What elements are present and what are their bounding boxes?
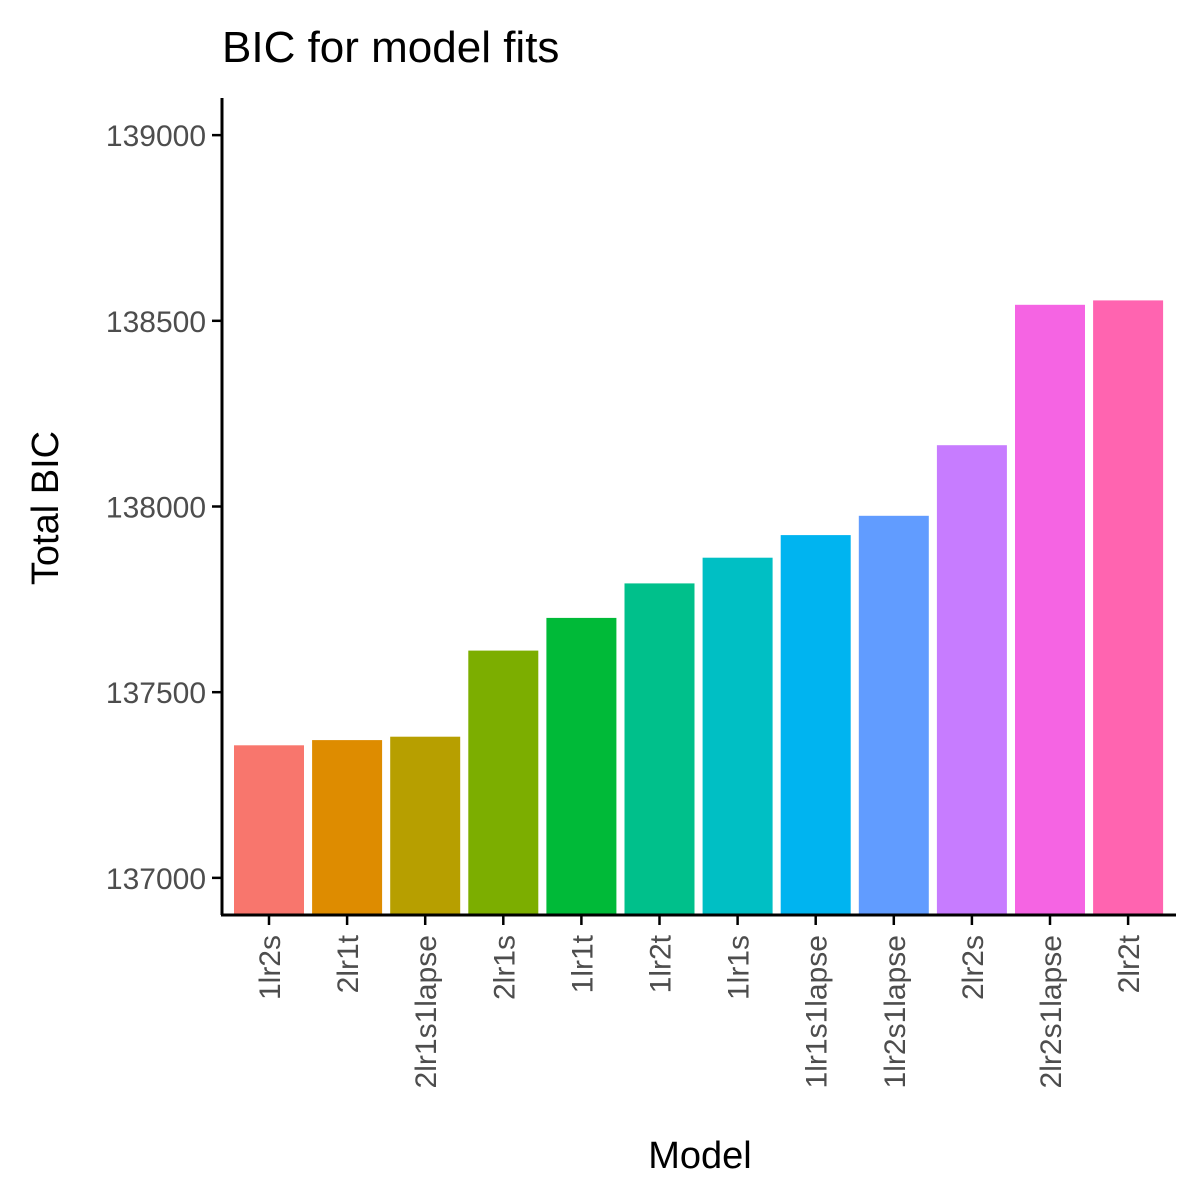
x-tick-label: 2lr1s1lapse <box>410 935 443 1088</box>
y-tick-label: 138000 <box>106 492 206 525</box>
x-tick-label: 2lr2s1lapse <box>1035 935 1068 1088</box>
y-tick-label: 139000 <box>106 120 206 153</box>
x-tick-label: 2lr1s <box>488 935 521 1000</box>
x-tick-label: 1lr1t <box>566 934 599 993</box>
bar-2lr1s <box>468 650 539 915</box>
bars-group <box>234 300 1164 915</box>
x-tick-label: 1lr2s <box>254 935 287 1000</box>
y-axis-title: Total BIC <box>25 431 67 585</box>
y-tick-label: 138500 <box>106 306 206 339</box>
y-tick-label: 137000 <box>106 863 206 896</box>
bar-1lr2t <box>624 583 695 915</box>
x-tick-label: 1lr1s <box>723 935 756 1000</box>
x-tick-label: 1lr2s1lapse <box>879 935 912 1088</box>
bar-2lr1s1lapse <box>390 736 461 915</box>
x-tick-label: 1lr2t <box>645 934 678 993</box>
x-tick-label: 1lr1s1lapse <box>801 935 834 1088</box>
x-tick-label: 2lr2s <box>957 935 990 1000</box>
x-tick-label: 2lr1t <box>332 934 365 993</box>
bar-1lr1t <box>546 617 617 915</box>
bar-2lr1t <box>312 740 383 915</box>
bar-2lr2s1lapse <box>1015 304 1085 915</box>
y-axis-ticks: 137000 137500 138000 138500 139000 <box>106 120 222 896</box>
bar-2lr2t <box>1093 300 1164 915</box>
chart-title: BIC for model fits <box>222 23 559 72</box>
bar-2lr2s <box>936 445 1007 915</box>
bar-1lr1s1lapse <box>780 535 851 915</box>
bar-1lr1s <box>702 557 773 915</box>
bar-1lr2s1lapse <box>858 515 929 915</box>
x-tick-label: 2lr2t <box>1113 934 1146 993</box>
bar-1lr2s <box>234 745 304 915</box>
x-axis-title: Model <box>648 1135 752 1177</box>
y-tick-label: 137500 <box>106 677 206 710</box>
x-axis-ticks: 1lr2s 2lr1t 2lr1s1lapse 2lr1s 1lr1t 1lr2t 1lr1… <box>254 915 1146 1088</box>
